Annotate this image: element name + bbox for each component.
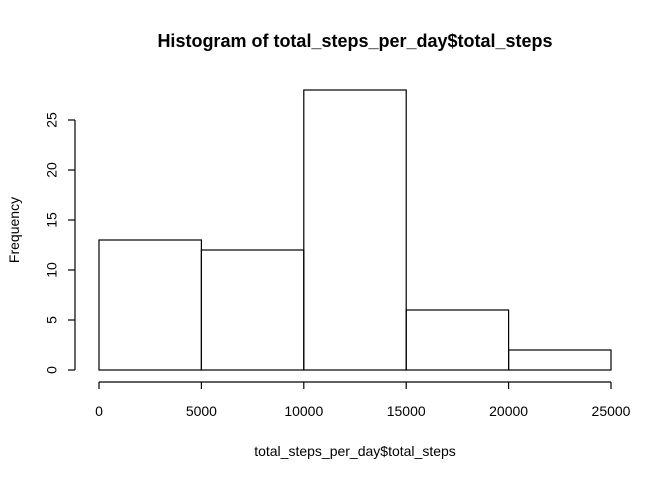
histogram-bar-2: [200, 249, 305, 371]
x-tick-label: 25000: [592, 403, 631, 419]
histogram-bar-1: [98, 239, 203, 371]
histogram-bar-3: [303, 89, 407, 371]
bars-group: [98, 89, 612, 371]
y-tick-label: 20: [44, 162, 60, 178]
x-tick-label: 0: [95, 403, 103, 419]
y-tick-label: 0: [44, 366, 60, 374]
x-tick-label: 15000: [387, 403, 426, 419]
x-axis-label: total_steps_per_day$total_steps: [254, 443, 456, 459]
y-tick-label: 25: [44, 112, 60, 128]
x-tick-label: 5000: [186, 403, 217, 419]
x-tick-label: 10000: [284, 403, 323, 419]
y-axis-label: Frequency: [6, 197, 22, 263]
y-tick-label: 15: [44, 212, 60, 228]
y-ticks-group: 0 5 10 15 20 25: [44, 112, 75, 374]
histogram-bar-5: [508, 349, 612, 371]
histogram-bar-4: [405, 309, 510, 371]
x-tick-label: 20000: [489, 403, 528, 419]
chart-title: Histogram of total_steps_per_day$total_s…: [157, 31, 552, 51]
y-tick-label: 10: [44, 262, 60, 278]
y-tick-label: 5: [44, 316, 60, 324]
x-ticks-group: 0 5000 10000 15000 20000 25000: [95, 382, 631, 419]
